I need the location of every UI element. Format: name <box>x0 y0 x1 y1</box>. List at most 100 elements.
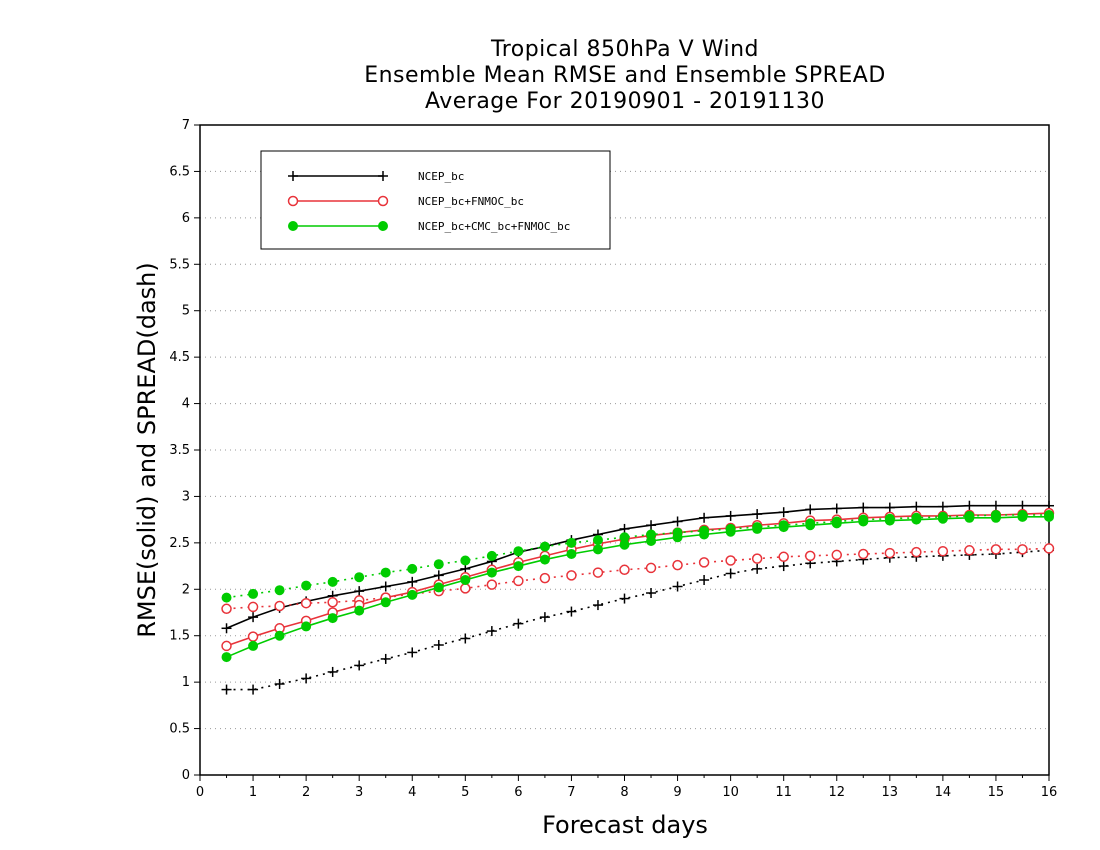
series-ncep-bc-cmc-bc-fnmoc-bc-rmse-point <box>937 513 948 524</box>
series-ncep-bc-fnmoc-bc-spread-point <box>751 553 763 564</box>
series-ncep-bc-cmc-bc-fnmoc-bc-spread-point <box>486 550 497 561</box>
y-tick-label: 4.5 <box>169 350 190 365</box>
series-ncep-bc-spread-point <box>433 640 444 650</box>
x-tick-label: 12 <box>828 785 845 800</box>
series-ncep-bc-cmc-bc-fnmoc-bc-rmse-point <box>380 597 391 608</box>
series-ncep-bc-spread-point <box>221 684 232 695</box>
series-ncep-bc-cmc-bc-fnmoc-bc-rmse-point <box>274 630 285 641</box>
grid-layer <box>200 170 1049 730</box>
axis-layer: 00.511.522.533.544.555.566.570 1 2 3 4 5 6 7 8 9 1… <box>169 118 1057 800</box>
series-ncep-bc-spread-line <box>226 549 1050 691</box>
series-ncep-bc-fnmoc-bc-spread-point <box>911 546 922 558</box>
series-ncep-bc-fnmoc-bc-spread-point <box>778 551 789 563</box>
y-tick-label: 3 <box>182 489 190 504</box>
series-ncep-bc-cmc-bc-fnmoc-bc-rmse-point <box>301 621 312 632</box>
series-ncep-bc-cmc-bc-fnmoc-bc-rmse-point <box>539 554 550 565</box>
x-tick-label: 13 <box>882 785 899 800</box>
series-ncep-bc-spread-point <box>327 666 338 677</box>
series-ncep-bc-fnmoc-bc-spread-point <box>247 601 259 613</box>
series-ncep-bc-fnmoc-bc-spread-point <box>831 549 842 561</box>
legend-marker-ncep-bc-cmc-bc-fnmoc-bc <box>288 221 298 231</box>
series-ncep-bc-cmc-bc-fnmoc-bc-rmse-point <box>725 526 736 537</box>
series-ncep-bc-fnmoc-bc-spread-point <box>884 547 896 559</box>
legend-box <box>260 150 611 250</box>
legend-marker-ncep-bc-cmc-bc-fnmoc-bc <box>378 221 388 231</box>
x-tick-label: 4 <box>408 785 416 800</box>
series-layer <box>221 500 1055 695</box>
series-ncep-bc-cmc-bc-fnmoc-bc-rmse-point <box>248 640 259 651</box>
series-ncep-bc-cmc-bc-fnmoc-bc-spread-point <box>433 559 444 570</box>
series-ncep-bc-cmc-bc-fnmoc-bc-rmse-point <box>433 582 444 593</box>
series-ncep-bc-fnmoc-bc-rmse-point <box>221 640 232 652</box>
series-ncep-bc-spread-point <box>592 600 603 611</box>
y-tick-label: 6 <box>182 211 190 226</box>
series-ncep-bc-cmc-bc-fnmoc-bc-rmse-point <box>486 567 497 578</box>
series-ncep-bc-rmse-point <box>858 502 869 513</box>
series-ncep-bc-cmc-bc-fnmoc-bc-spread-point <box>592 535 603 546</box>
series-ncep-bc-rmse-point <box>937 501 948 512</box>
series-ncep-bc-cmc-bc-fnmoc-bc-rmse-point <box>752 523 763 534</box>
y-tick-label: 6.5 <box>169 164 190 179</box>
series-ncep-bc-rmse-point <box>725 510 736 521</box>
series-ncep-bc-cmc-bc-fnmoc-bc-rmse-point <box>1044 511 1054 522</box>
series-ncep-bc-rmse-point <box>354 586 365 597</box>
series-ncep-bc-rmse-point <box>752 509 763 520</box>
series-ncep-bc-cmc-bc-fnmoc-bc-rmse-point <box>778 522 789 533</box>
x-tick-label: 10 <box>722 785 739 800</box>
series-ncep-bc-fnmoc-bc-spread-point <box>698 557 710 568</box>
series-ncep-bc-cmc-bc-fnmoc-bc-spread-point <box>460 555 471 566</box>
series-ncep-bc-rmse-point <box>805 504 816 515</box>
series-ncep-bc-fnmoc-bc-spread-point <box>221 603 232 615</box>
series-ncep-bc-rmse-point <box>407 576 418 587</box>
series-ncep-bc-spread-point <box>619 593 630 604</box>
series-ncep-bc-cmc-bc-fnmoc-bc-rmse-point <box>831 518 842 529</box>
series-ncep-bc-cmc-bc-fnmoc-bc-rmse-point <box>327 613 338 624</box>
y-tick-label: 5.5 <box>169 257 190 272</box>
series-ncep-bc-rmse-point <box>831 503 842 514</box>
series-ncep-bc-fnmoc-bc-spread-point <box>645 562 657 574</box>
legend-marker-ncep-bc-fnmoc-bc <box>377 195 389 207</box>
y-tick-label: 7 <box>182 118 190 133</box>
y-tick-label: 5 <box>182 304 190 319</box>
series-ncep-bc-fnmoc-bc-spread-point <box>990 544 1002 555</box>
series-ncep-bc-fnmoc-bc-spread-point <box>619 564 630 576</box>
series-ncep-bc-fnmoc-bc-spread-point <box>1017 544 1028 555</box>
series-ncep-bc-fnmoc-bc-spread-point <box>300 597 312 609</box>
series-ncep-bc-cmc-bc-fnmoc-bc-spread-point <box>274 585 285 596</box>
series-ncep-bc-cmc-bc-fnmoc-bc-rmse-point <box>354 605 365 616</box>
series-ncep-bc-cmc-bc-fnmoc-bc-rmse-point <box>858 516 869 527</box>
series-ncep-bc-rmse-point <box>911 501 922 512</box>
legend-label-ncep-bc-fnmoc-bc: NCEP_bc+FNMOC_bc <box>418 195 524 208</box>
series-ncep-bc-rmse-point <box>646 520 657 531</box>
x-tick-label: 9 <box>673 785 681 800</box>
series-ncep-bc-spread-point <box>513 618 524 629</box>
series-ncep-bc-fnmoc-bc-spread-point <box>274 600 285 612</box>
x-tick-label: 11 <box>775 785 792 800</box>
series-ncep-bc-spread-point <box>539 612 550 623</box>
series-ncep-bc-spread-point <box>566 606 577 617</box>
series-ncep-bc-spread-point <box>407 647 418 658</box>
series-ncep-bc-spread-point <box>672 581 683 592</box>
series-ncep-bc-rmse-point <box>380 581 391 592</box>
series-ncep-bc-fnmoc-bc-spread-point <box>804 550 816 562</box>
chart-title-line-1: Tropical 850hPa V Wind <box>490 37 759 62</box>
legend: NCEP_bc NCEP_bc+FNMOC_bc NCEP_bc+CMC_bc+FN… <box>260 150 611 250</box>
series-ncep-bc-cmc-bc-fnmoc-bc-rmse-point <box>646 536 657 546</box>
series-ncep-bc-cmc-bc-fnmoc-bc-rmse-point <box>805 520 816 531</box>
series-ncep-bc-cmc-bc-fnmoc-bc-spread-point <box>248 588 259 599</box>
series-ncep-bc-fnmoc-bc-spread-point <box>539 572 551 584</box>
chart-title-line-2: Ensemble Mean RMSE and Ensemble SPREAD <box>364 63 886 88</box>
series-ncep-bc-spread-point <box>354 660 365 671</box>
series-ncep-bc-cmc-bc-fnmoc-bc-rmse-point <box>460 575 471 585</box>
x-tick-label: 3 <box>355 785 363 800</box>
legend-label-ncep-bc-cmc-bc-fnmoc-bc: NCEP_bc+CMC_bc+FNMOC_bc <box>418 220 570 233</box>
series-ncep-bc-cmc-bc-fnmoc-bc-spread-point <box>566 537 577 548</box>
x-tick-label: 15 <box>988 785 1005 800</box>
series-ncep-bc-cmc-bc-fnmoc-bc-spread-point <box>380 567 391 578</box>
series-ncep-bc-rmse-point <box>221 623 232 634</box>
series-ncep-bc-cmc-bc-fnmoc-bc-rmse-point <box>990 512 1001 523</box>
series-ncep-bc-fnmoc-bc-spread-point <box>327 597 338 608</box>
series-ncep-bc-spread-point <box>248 684 259 695</box>
y-tick-label: 0.5 <box>169 722 190 737</box>
y-tick-label: 2.5 <box>169 536 190 551</box>
